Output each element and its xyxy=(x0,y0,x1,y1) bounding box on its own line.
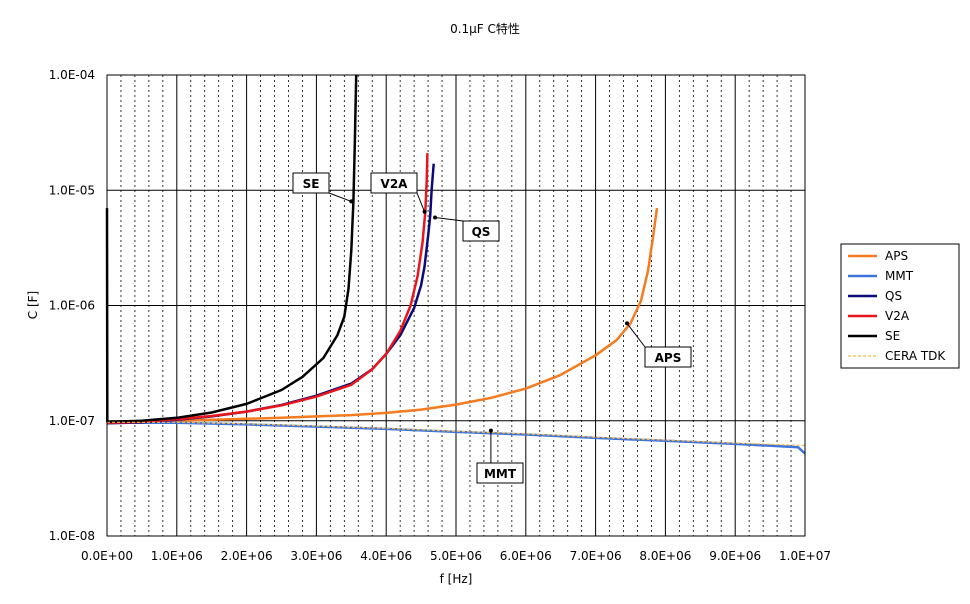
legend: APS MMT QS V2A SE CERA TDK xyxy=(840,243,960,369)
series-line xyxy=(106,153,429,425)
annotations: SE V2A QS APS MMT xyxy=(292,172,692,484)
annotation: SE xyxy=(292,172,354,204)
legend-label: V2A xyxy=(885,309,910,323)
y-tick-label: 1.0E-06 xyxy=(49,299,95,313)
legend-label: CERA TDK xyxy=(885,349,946,363)
y-tick-label: 1.0E-04 xyxy=(49,68,95,82)
x-tick-label: 1.0E+06 xyxy=(151,549,203,563)
x-tick-label: 9.0E+06 xyxy=(709,549,761,563)
series-line xyxy=(106,207,659,424)
x-tick-label: 2.0E+06 xyxy=(221,549,273,563)
annotation-box xyxy=(370,172,418,194)
annotation-arrow xyxy=(625,321,630,326)
x-tick-label: 4.0E+06 xyxy=(360,549,412,563)
annotation-arrow xyxy=(433,215,438,220)
x-tick-label: 3.0E+06 xyxy=(290,549,342,563)
annotation-leader xyxy=(416,192,426,212)
series-line xyxy=(105,74,358,424)
series-line xyxy=(107,421,806,447)
y-tick-label: 1.0E-07 xyxy=(49,414,95,428)
annotation-label: SE xyxy=(303,177,320,191)
annotation-leader xyxy=(328,192,352,202)
annotation-label: QS xyxy=(472,225,491,239)
annotation: MMT xyxy=(476,428,524,484)
annotation: APS xyxy=(625,321,692,368)
annotation-leader xyxy=(626,323,646,348)
legend-label: SE xyxy=(885,329,900,343)
annotation-leader xyxy=(434,217,464,222)
annotation-box xyxy=(644,346,692,368)
y-tick-label: 1.0E-05 xyxy=(49,183,95,197)
annotation-label: V2A xyxy=(381,177,409,191)
legend-label: APS xyxy=(885,249,908,263)
annotation-box xyxy=(292,172,330,194)
annotation-box xyxy=(476,462,524,484)
legend-box xyxy=(840,243,960,369)
annotation: V2A xyxy=(370,172,427,214)
x-tick-label: 8.0E+06 xyxy=(639,549,691,563)
chart-title: 0.1μF C特性 xyxy=(450,21,520,36)
annotation-arrow xyxy=(422,209,427,214)
x-tick-labels: 0.0E+00 1.0E+06 2.0E+06 3.0E+06 4.0E+06 5.0E+… xyxy=(81,549,831,563)
annotation-label: MMT xyxy=(484,467,517,481)
annotation-arrow xyxy=(349,199,354,204)
x-tick-label: 7.0E+06 xyxy=(570,549,622,563)
x-tick-label: 6.0E+06 xyxy=(500,549,552,563)
x-tick-label: 0.0E+00 xyxy=(81,549,133,563)
legend-label: QS xyxy=(885,289,902,303)
annotation: QS xyxy=(433,215,500,242)
x-axis-label: f [Hz] xyxy=(440,572,473,586)
y-axis-label: C [F] xyxy=(26,291,40,319)
plot-border xyxy=(106,74,806,537)
legend-label: MMT xyxy=(885,269,914,283)
y-tick-label: 1.0E-08 xyxy=(49,529,95,543)
y-tick-labels: 1.0E-08 1.0E-07 1.0E-06 1.0E-05 1.0E-04 xyxy=(49,68,95,543)
grid xyxy=(107,75,805,536)
x-tick-label: 5.0E+06 xyxy=(430,549,482,563)
annotation-label: APS xyxy=(655,351,682,365)
x-tick-label: 1.0E+07 xyxy=(779,549,831,563)
annotation-box xyxy=(462,220,500,242)
annotation-arrow xyxy=(488,428,493,433)
